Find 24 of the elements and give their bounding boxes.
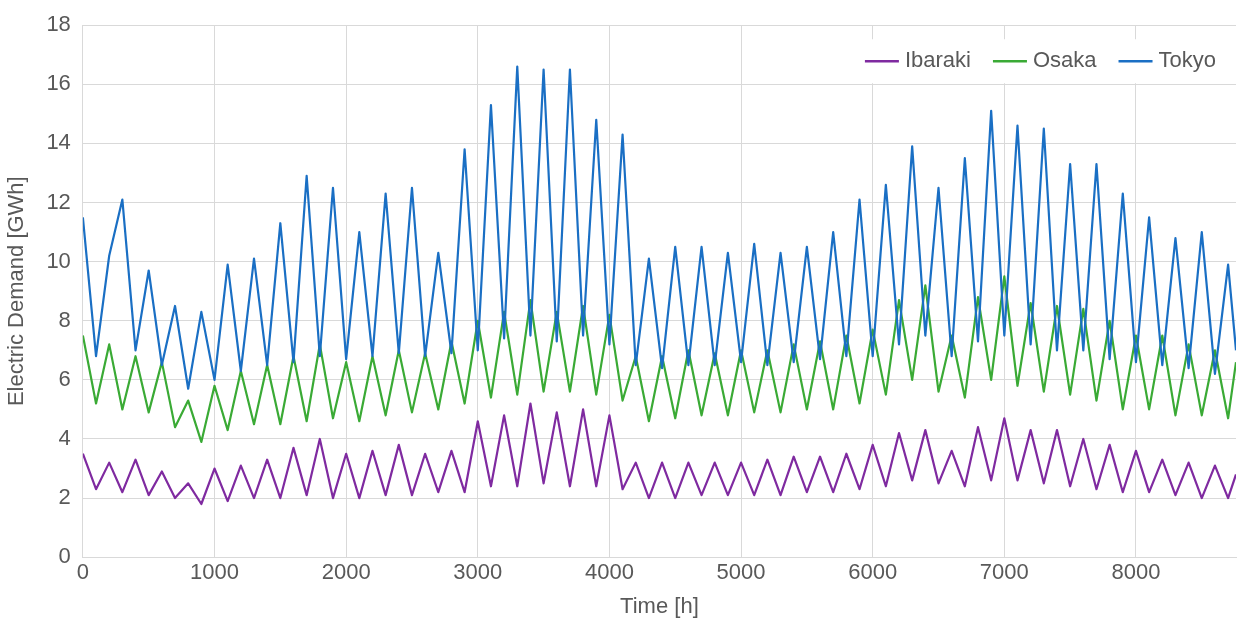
y-tick-label: 4 [58, 425, 71, 451]
y-tick-label: 12 [46, 188, 71, 214]
y-tick-label: 6 [58, 365, 71, 391]
x-tick-label: 1000 [190, 559, 239, 585]
x-tick-label: 5000 [716, 559, 766, 585]
x-axis-title: Time [h] [620, 592, 699, 618]
y-tick-label: 0 [58, 543, 71, 569]
y-tick-label: 2 [58, 484, 71, 510]
x-tick-label: 8000 [1111, 559, 1161, 585]
x-tick-label: 2000 [321, 559, 371, 585]
y-tick-label: 8 [58, 306, 71, 332]
y-tick-label: 18 [46, 11, 71, 37]
y-tick-label: 10 [46, 247, 71, 273]
x-tick-label: 0 [76, 559, 89, 585]
legend-label: Ibaraki [904, 47, 971, 73]
y-tick-label: 16 [46, 70, 71, 96]
legend-label: Tokyo [1158, 47, 1217, 73]
legend-label: Osaka [1032, 47, 1098, 73]
x-tick-label: 4000 [584, 559, 634, 585]
x-tick-label: 6000 [848, 559, 898, 585]
x-tick-label: 3000 [453, 559, 503, 585]
x-tick-label: 7000 [979, 559, 1029, 585]
y-axis-title: Electric Demand [GWh] [3, 176, 29, 407]
y-tick-label: 14 [46, 129, 71, 155]
